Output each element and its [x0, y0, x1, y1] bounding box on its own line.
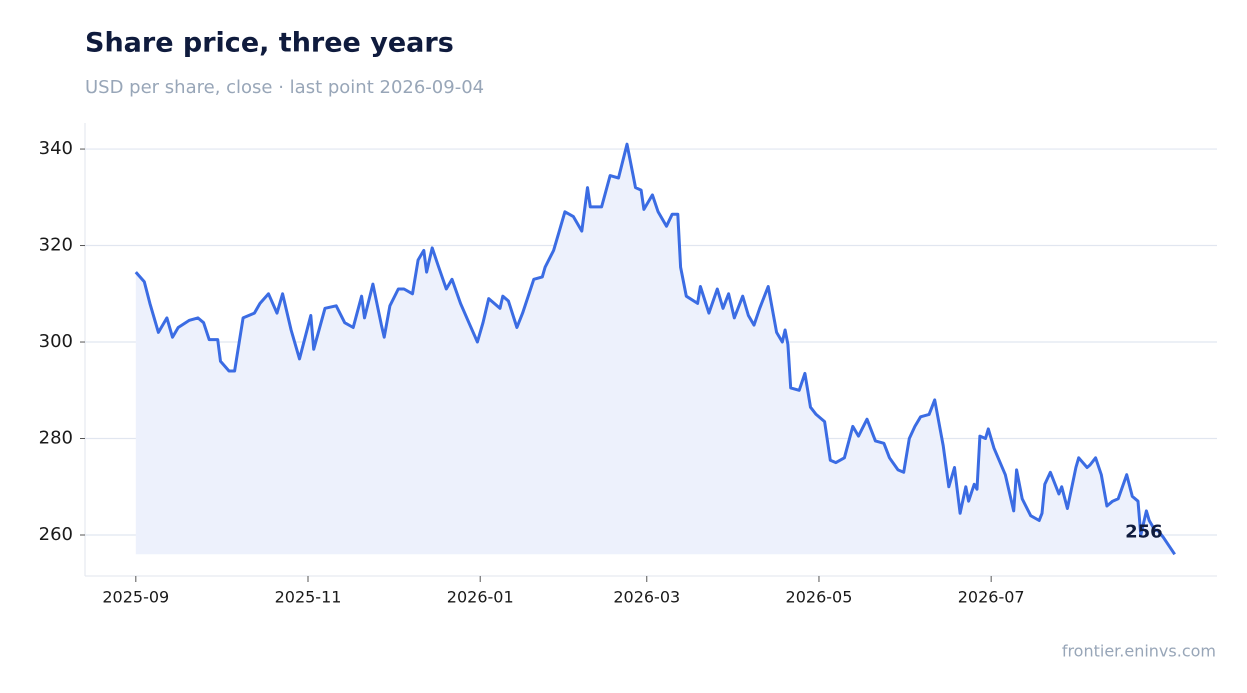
line [134, 142, 1176, 556]
source: frontier.eninvs.com [1062, 642, 1216, 661]
y-tick-label: 320 [39, 235, 73, 256]
chart-subtitle: USD per share, close · last point 2026-0… [85, 77, 484, 98]
last-value-label: 256 [1125, 521, 1163, 542]
x-tick-label: 2026-03 [613, 588, 680, 607]
y-tick-label: 340 [39, 138, 73, 159]
y-tick-label: 300 [39, 331, 73, 352]
area [135, 144, 1175, 555]
x-tick-label: 2026-07 [958, 588, 1025, 607]
x-tick-label: 2025-09 [102, 588, 169, 607]
x-tick-label: 2025-11 [275, 588, 342, 607]
x-tick-label: 2026-01 [447, 588, 514, 607]
y-tick-label: 260 [39, 524, 73, 545]
chart-title: Share price, three years [85, 28, 454, 59]
y-tick-label: 280 [39, 428, 73, 449]
x-tick-label: 2026-05 [786, 588, 853, 607]
